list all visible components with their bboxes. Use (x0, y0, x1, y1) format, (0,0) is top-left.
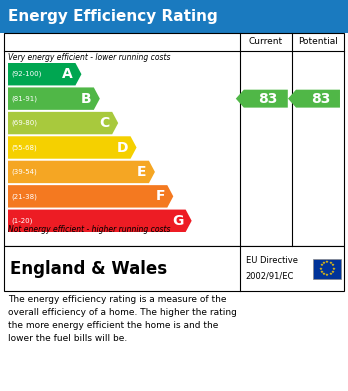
Text: A: A (62, 67, 73, 81)
Text: Current: Current (249, 38, 283, 47)
Polygon shape (8, 161, 155, 183)
Text: E: E (137, 165, 147, 179)
Text: (1-20): (1-20) (11, 217, 32, 224)
Text: ★: ★ (322, 261, 326, 265)
Text: Not energy efficient - higher running costs: Not energy efficient - higher running co… (8, 225, 171, 234)
Text: 2002/91/EC: 2002/91/EC (246, 272, 294, 281)
Text: ★: ★ (328, 272, 332, 276)
Text: EU Directive: EU Directive (246, 256, 298, 265)
Text: ★: ★ (319, 263, 323, 267)
Text: (81-91): (81-91) (11, 95, 37, 102)
Polygon shape (288, 90, 340, 108)
Text: (92-100): (92-100) (11, 71, 41, 77)
Polygon shape (236, 90, 288, 108)
Text: ★: ★ (322, 272, 326, 276)
Text: C: C (100, 116, 110, 130)
Text: 83: 83 (259, 91, 278, 106)
Polygon shape (8, 112, 118, 134)
Polygon shape (8, 63, 81, 85)
Text: ★: ★ (319, 270, 323, 274)
Text: ★: ★ (325, 260, 329, 264)
Text: ★: ★ (331, 263, 334, 267)
Text: ★: ★ (331, 270, 334, 274)
Polygon shape (8, 136, 136, 159)
Polygon shape (8, 210, 192, 232)
Text: 83: 83 (311, 91, 330, 106)
Text: (21-38): (21-38) (11, 193, 37, 200)
Text: Potential: Potential (298, 38, 338, 47)
Text: The energy efficiency rating is a measure of the
overall efficiency of a home. T: The energy efficiency rating is a measur… (8, 295, 237, 343)
Text: (39-54): (39-54) (11, 169, 37, 175)
Text: B: B (81, 91, 92, 106)
Text: ★: ★ (319, 267, 323, 271)
Text: D: D (117, 140, 128, 154)
Text: (69-80): (69-80) (11, 120, 37, 126)
Text: England & Wales: England & Wales (10, 260, 167, 278)
Polygon shape (8, 88, 100, 110)
Bar (313, 258, 341, 278)
Text: Energy Efficiency Rating: Energy Efficiency Rating (8, 9, 218, 24)
Text: Very energy efficient - lower running costs: Very energy efficient - lower running co… (8, 53, 171, 62)
Text: ★: ★ (331, 267, 335, 271)
Polygon shape (8, 185, 173, 208)
Bar (0, 0, 348, 33)
Text: (55-68): (55-68) (11, 144, 37, 151)
Text: G: G (172, 214, 183, 228)
Text: ★: ★ (328, 261, 332, 265)
Bar (4, 33, 344, 246)
Text: ★: ★ (325, 273, 329, 277)
Text: F: F (156, 189, 165, 203)
Bar (4, 246, 344, 291)
